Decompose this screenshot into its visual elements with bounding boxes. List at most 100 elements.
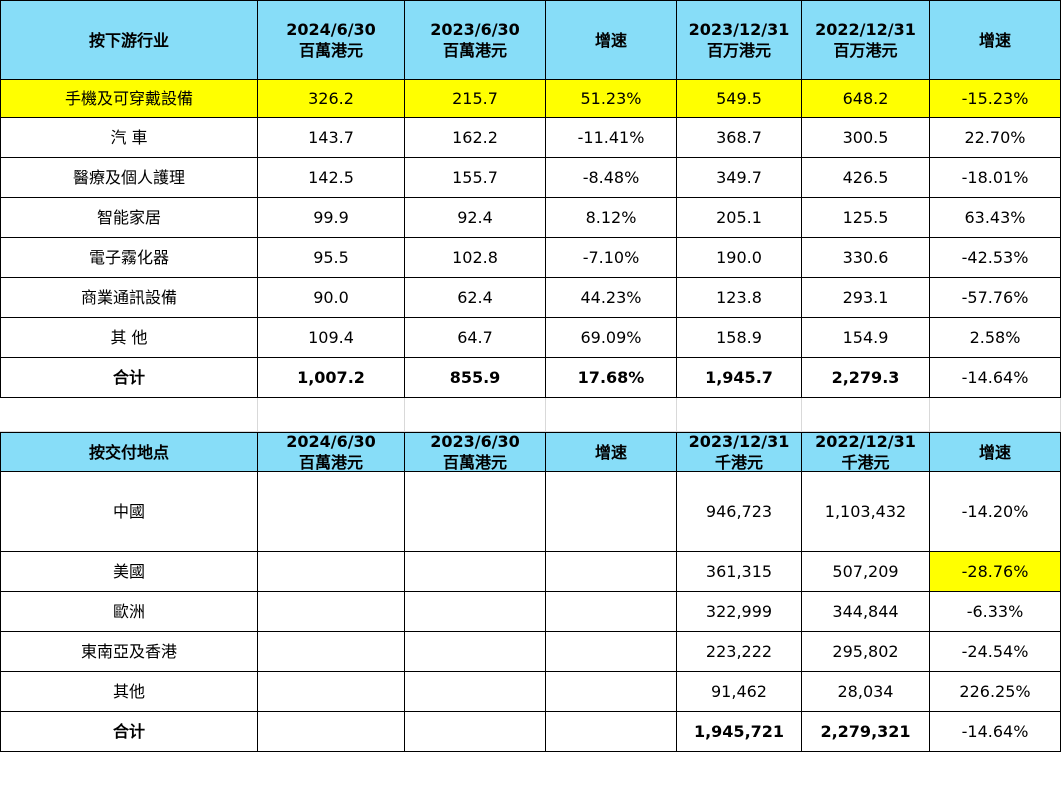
- data-cell[interactable]: [405, 592, 546, 632]
- data-cell[interactable]: 17.68%: [546, 358, 677, 398]
- data-cell[interactable]: 22.70%: [930, 118, 1061, 158]
- data-cell[interactable]: 426.5: [802, 158, 930, 198]
- data-cell[interactable]: 2,279.3: [802, 358, 930, 398]
- empty-cell[interactable]: [546, 398, 677, 432]
- data-cell[interactable]: 51.23%: [546, 80, 677, 118]
- header-cell[interactable]: 增速: [546, 0, 677, 80]
- empty-cell[interactable]: [0, 398, 258, 432]
- data-cell[interactable]: [546, 672, 677, 712]
- data-cell[interactable]: 855.9: [405, 358, 546, 398]
- data-cell[interactable]: -24.54%: [930, 632, 1061, 672]
- data-cell[interactable]: 162.2: [405, 118, 546, 158]
- data-cell[interactable]: 44.23%: [546, 278, 677, 318]
- row-label-cell[interactable]: 合计: [0, 712, 258, 752]
- data-cell[interactable]: -14.64%: [930, 712, 1061, 752]
- data-cell[interactable]: -18.01%: [930, 158, 1061, 198]
- data-cell[interactable]: [405, 632, 546, 672]
- data-cell[interactable]: [546, 592, 677, 632]
- row-label-cell[interactable]: 合计: [0, 358, 258, 398]
- row-label-cell[interactable]: 東南亞及香港: [0, 632, 258, 672]
- data-cell[interactable]: 205.1: [677, 198, 802, 238]
- data-cell[interactable]: -6.33%: [930, 592, 1061, 632]
- data-cell[interactable]: 123.8: [677, 278, 802, 318]
- header-cell[interactable]: 2023/6/30 百萬港元: [405, 0, 546, 80]
- data-cell[interactable]: 300.5: [802, 118, 930, 158]
- empty-cell[interactable]: [802, 398, 930, 432]
- empty-cell[interactable]: [258, 398, 405, 432]
- data-cell[interactable]: [546, 712, 677, 752]
- data-cell[interactable]: 99.9: [258, 198, 405, 238]
- row-label-cell[interactable]: 中國: [0, 472, 258, 552]
- data-cell[interactable]: 1,945,721: [677, 712, 802, 752]
- row-label-cell[interactable]: 歐洲: [0, 592, 258, 632]
- data-cell[interactable]: 91,462: [677, 672, 802, 712]
- data-cell[interactable]: 158.9: [677, 318, 802, 358]
- data-cell[interactable]: 125.5: [802, 198, 930, 238]
- data-cell[interactable]: -11.41%: [546, 118, 677, 158]
- data-cell[interactable]: [405, 472, 546, 552]
- data-cell[interactable]: 648.2: [802, 80, 930, 118]
- row-label-cell[interactable]: 手機及可穿戴設備: [0, 80, 258, 118]
- row-label-cell[interactable]: 智能家居: [0, 198, 258, 238]
- data-cell[interactable]: 322,999: [677, 592, 802, 632]
- empty-cell[interactable]: [930, 398, 1061, 432]
- empty-cell[interactable]: [677, 398, 802, 432]
- data-cell[interactable]: 330.6: [802, 238, 930, 278]
- header-cell[interactable]: 2024/6/30 百萬港元: [258, 0, 405, 80]
- data-cell[interactable]: 1,103,432: [802, 472, 930, 552]
- data-cell[interactable]: [258, 552, 405, 592]
- data-cell[interactable]: 28,034: [802, 672, 930, 712]
- data-cell[interactable]: 62.4: [405, 278, 546, 318]
- data-cell[interactable]: 215.7: [405, 80, 546, 118]
- data-cell[interactable]: 295,802: [802, 632, 930, 672]
- data-cell[interactable]: [405, 712, 546, 752]
- row-label-cell[interactable]: 醫療及個人護理: [0, 158, 258, 198]
- row-label-cell[interactable]: 汽 車: [0, 118, 258, 158]
- data-cell[interactable]: [258, 632, 405, 672]
- row-label-cell[interactable]: 其 他: [0, 318, 258, 358]
- empty-cell[interactable]: [405, 398, 546, 432]
- header-cell[interactable]: 增速: [546, 432, 677, 472]
- row-label-cell[interactable]: 商業通訊設備: [0, 278, 258, 318]
- header-cell[interactable]: 按交付地点: [0, 432, 258, 472]
- data-cell[interactable]: -8.48%: [546, 158, 677, 198]
- data-cell[interactable]: 1,007.2: [258, 358, 405, 398]
- header-cell[interactable]: 2022/12/31 百万港元: [802, 0, 930, 80]
- data-cell[interactable]: 109.4: [258, 318, 405, 358]
- data-cell[interactable]: 326.2: [258, 80, 405, 118]
- data-cell[interactable]: 64.7: [405, 318, 546, 358]
- row-label-cell[interactable]: 其他: [0, 672, 258, 712]
- data-cell[interactable]: 2.58%: [930, 318, 1061, 358]
- data-cell[interactable]: [405, 672, 546, 712]
- data-cell[interactable]: -57.76%: [930, 278, 1061, 318]
- data-cell[interactable]: 92.4: [405, 198, 546, 238]
- data-cell[interactable]: 2,279,321: [802, 712, 930, 752]
- data-cell[interactable]: [546, 472, 677, 552]
- data-cell[interactable]: 154.9: [802, 318, 930, 358]
- data-cell[interactable]: [546, 552, 677, 592]
- data-cell[interactable]: 1,945.7: [677, 358, 802, 398]
- data-cell[interactable]: 293.1: [802, 278, 930, 318]
- data-cell[interactable]: 155.7: [405, 158, 546, 198]
- header-cell[interactable]: 增速: [930, 432, 1061, 472]
- data-cell[interactable]: -15.23%: [930, 80, 1061, 118]
- header-cell[interactable]: 增速: [930, 0, 1061, 80]
- data-cell[interactable]: 69.09%: [546, 318, 677, 358]
- header-cell[interactable]: 2024/6/30 百萬港元: [258, 432, 405, 472]
- data-cell[interactable]: 143.7: [258, 118, 405, 158]
- header-cell[interactable]: 2023/12/31 千港元: [677, 432, 802, 472]
- data-cell[interactable]: 63.43%: [930, 198, 1061, 238]
- header-cell[interactable]: 按下游行业: [0, 0, 258, 80]
- data-cell[interactable]: 90.0: [258, 278, 405, 318]
- data-cell[interactable]: [258, 472, 405, 552]
- data-cell[interactable]: 344,844: [802, 592, 930, 632]
- data-cell[interactable]: -42.53%: [930, 238, 1061, 278]
- header-cell[interactable]: 2022/12/31 千港元: [802, 432, 930, 472]
- data-cell[interactable]: 8.12%: [546, 198, 677, 238]
- data-cell[interactable]: 361,315: [677, 552, 802, 592]
- data-cell[interactable]: [258, 712, 405, 752]
- row-label-cell[interactable]: 美國: [0, 552, 258, 592]
- data-cell[interactable]: 349.7: [677, 158, 802, 198]
- data-cell[interactable]: -28.76%: [930, 552, 1061, 592]
- data-cell[interactable]: 190.0: [677, 238, 802, 278]
